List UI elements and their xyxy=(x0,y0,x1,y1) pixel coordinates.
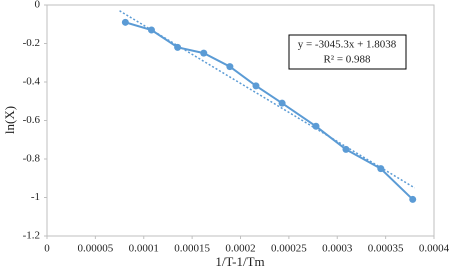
data-point xyxy=(342,145,350,153)
data-point xyxy=(147,26,155,34)
x-tick-label: 0.0002 xyxy=(225,243,255,255)
data-point xyxy=(121,18,129,26)
x-tick-label: 0.00025 xyxy=(271,243,307,255)
data-point xyxy=(278,99,286,107)
y-tick-label: 0 xyxy=(35,0,41,11)
data-point xyxy=(252,82,260,90)
equation: y = -3045.3x + 1.8038 xyxy=(298,39,397,51)
x-tick-label: 0.00015 xyxy=(174,243,210,255)
y-tick-label: -0.8 xyxy=(23,153,41,165)
data-point xyxy=(312,122,320,130)
x-tick-label: 0.0001 xyxy=(129,243,159,255)
x-tick-label: 0 xyxy=(44,243,50,255)
data-point xyxy=(174,43,182,51)
x-tick-label: 0.00035 xyxy=(368,243,404,255)
y-tick-label: -0.6 xyxy=(23,114,41,126)
y-tick-label: -1.2 xyxy=(23,230,40,242)
data-point xyxy=(200,49,208,57)
x-tick-label: 0.0003 xyxy=(322,243,353,255)
r-squared: R² = 0.988 xyxy=(323,54,371,66)
y-tick-label: -0.4 xyxy=(23,76,41,88)
y-tick-label: -1 xyxy=(31,191,40,203)
equation-box xyxy=(288,34,407,70)
data-point xyxy=(409,195,417,203)
x-axis-title: 1/T-1/Tm xyxy=(215,254,264,269)
x-tick-label: 0.0004 xyxy=(419,243,450,255)
data-point xyxy=(226,63,234,71)
y-tick-label: -0.2 xyxy=(23,37,40,49)
data-point xyxy=(377,165,385,173)
y-axis-title: ln(X) xyxy=(2,106,17,134)
x-tick-label: 0.00005 xyxy=(78,243,114,255)
